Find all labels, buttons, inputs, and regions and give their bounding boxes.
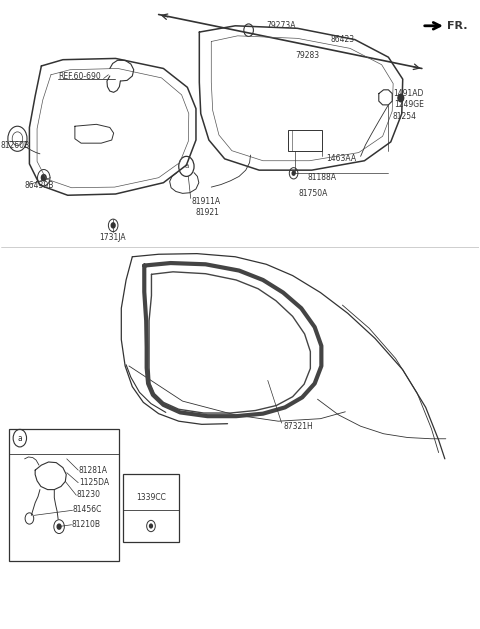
Circle shape [111,223,115,228]
Text: 81281A: 81281A [79,465,108,475]
Text: FR.: FR. [447,21,468,31]
Text: 81456C: 81456C [72,504,102,513]
Text: a: a [17,433,22,443]
Text: 1339CC: 1339CC [136,493,166,503]
Text: 1249GE: 1249GE [394,101,424,109]
Circle shape [292,172,295,175]
Bar [9,429,120,560]
Text: 81188A: 81188A [307,173,336,182]
Text: 81260B: 81260B [0,140,30,150]
Text: 1491AD: 1491AD [393,89,423,98]
Text: REF.60-690: REF.60-690 [58,72,101,81]
Text: 81911A: 81911A [191,197,220,206]
Text: a: a [184,164,189,169]
Text: 1125DA: 1125DA [79,477,109,487]
Text: 81254: 81254 [392,112,416,121]
Text: 87321H: 87321H [283,421,313,431]
Text: 81750A: 81750A [299,189,328,199]
Text: 86423: 86423 [331,35,355,44]
Circle shape [150,524,153,528]
Circle shape [398,94,404,102]
Text: 81230: 81230 [76,490,100,499]
Text: 1463AA: 1463AA [326,154,356,164]
Text: 79273A: 79273A [266,21,296,30]
Bar [288,130,323,152]
Circle shape [57,524,61,529]
Text: 86439B: 86439B [24,181,54,190]
Text: 81210B: 81210B [72,520,100,528]
Text: 1731JA: 1731JA [99,233,125,242]
Text: 79283: 79283 [295,51,319,60]
Text: 81921: 81921 [195,208,219,218]
Bar [123,474,179,542]
Circle shape [41,174,46,181]
